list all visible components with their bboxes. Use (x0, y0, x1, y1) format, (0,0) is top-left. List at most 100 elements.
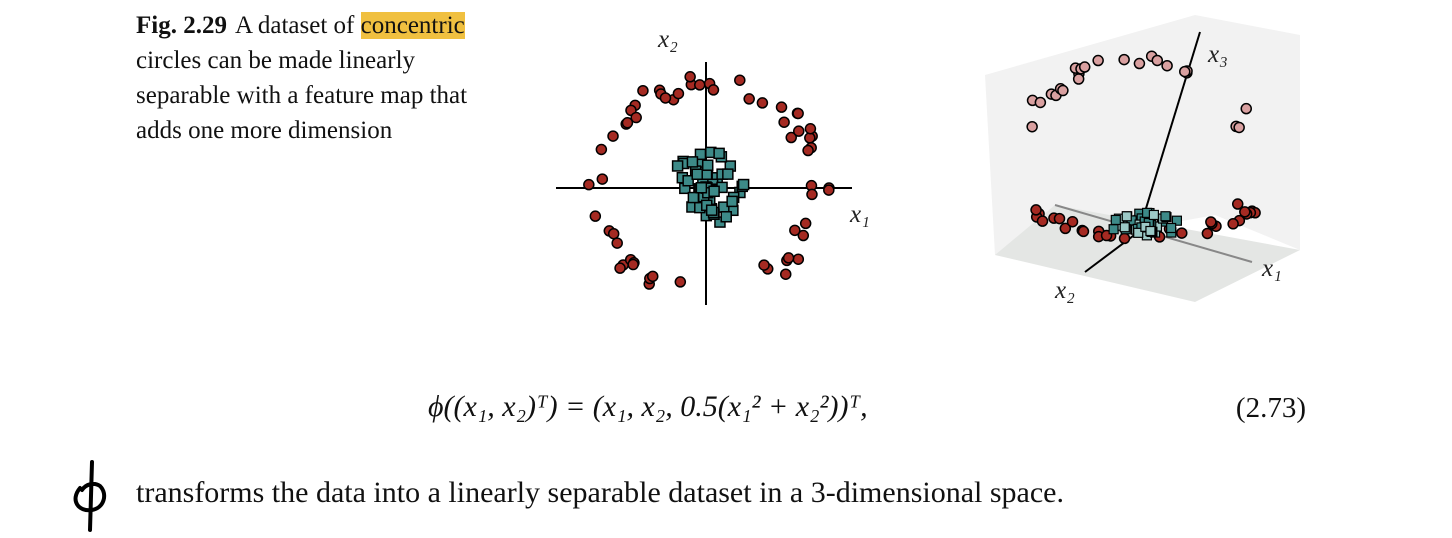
point (1231, 198, 1244, 210)
point (1118, 53, 1130, 66)
axis-label: x₁ (849, 201, 870, 228)
point (701, 159, 714, 171)
point (1161, 59, 1173, 72)
point (630, 111, 642, 124)
point (1166, 222, 1177, 234)
axis (1139, 31, 1201, 229)
handwritten-phi (73, 460, 107, 532)
point (1240, 102, 1252, 115)
point (1145, 225, 1156, 237)
point (1121, 211, 1132, 222)
point (686, 156, 699, 168)
highlighted-word: concentric (360, 12, 465, 39)
point (614, 262, 626, 274)
point (1233, 121, 1245, 134)
point (713, 147, 725, 160)
equation-number: (2.73) (1235, 392, 1306, 424)
point (802, 144, 814, 157)
point (792, 107, 804, 120)
point (1119, 222, 1130, 233)
pane (995, 205, 1300, 302)
point (674, 276, 687, 288)
point (627, 258, 639, 271)
point (804, 122, 817, 135)
point (1026, 120, 1038, 133)
figure-caption: Fig. 2.29 A dataset of concentric circles… (136, 8, 498, 148)
point (797, 229, 810, 242)
axis-label: x₂ (1054, 277, 1075, 304)
point (1108, 224, 1119, 235)
point (707, 84, 720, 96)
point (695, 181, 708, 194)
point (1092, 54, 1104, 67)
point (720, 211, 732, 223)
point (672, 87, 685, 100)
point (1057, 84, 1069, 97)
point (1059, 222, 1072, 235)
point (647, 270, 659, 283)
point (778, 116, 790, 128)
point (1078, 61, 1091, 73)
point (1133, 227, 1144, 238)
caption-text: circles can be made linearly separable w… (136, 47, 468, 144)
point (756, 97, 769, 109)
point (1053, 212, 1066, 225)
axis-label: x₂ (657, 26, 678, 53)
scatter-2d: x₂ x₁ (556, 26, 870, 305)
point (1176, 227, 1188, 239)
point (671, 160, 684, 172)
pane (985, 15, 1300, 255)
point (691, 168, 703, 181)
point (775, 101, 788, 113)
figure-label: Fig. 2.29 (136, 12, 227, 39)
point (743, 93, 755, 105)
point (799, 217, 812, 230)
point (1227, 218, 1239, 230)
point (1201, 227, 1214, 240)
point (687, 191, 700, 204)
scatter-3d: x₃ x₁ x₂ (985, 15, 1300, 304)
point (611, 237, 623, 249)
point (789, 224, 801, 237)
point (792, 125, 805, 137)
point (1239, 206, 1251, 218)
point (682, 174, 694, 187)
point (684, 71, 696, 83)
point (722, 168, 734, 180)
point (589, 210, 602, 222)
point (792, 253, 805, 265)
point (1205, 216, 1217, 228)
point (1133, 57, 1146, 70)
point (1066, 215, 1079, 228)
point (596, 173, 609, 185)
point (607, 227, 620, 240)
body-text: transforms the data into a linearly sepa… (136, 476, 1064, 509)
point (583, 178, 595, 191)
point (1179, 65, 1191, 78)
point (804, 132, 816, 144)
point (823, 184, 835, 196)
point (1171, 215, 1183, 226)
point (659, 92, 672, 104)
equation: ϕ((x₁, x₂)ᵀ) = (x₁, x₂, 0.5(x₁² + x₂²))ᵀ… (428, 390, 868, 423)
point (1034, 96, 1047, 109)
point (1036, 215, 1049, 227)
point (1030, 204, 1042, 216)
point (758, 259, 770, 271)
point (1118, 232, 1131, 245)
point (607, 130, 619, 142)
point (637, 84, 649, 97)
point (621, 117, 634, 129)
point (782, 252, 795, 264)
point (708, 185, 720, 198)
point (1151, 54, 1164, 67)
point (734, 74, 746, 86)
point (595, 143, 608, 156)
point (1110, 214, 1121, 226)
point (694, 148, 707, 161)
point (737, 178, 750, 191)
caption-text: A dataset of (234, 12, 355, 39)
point (705, 204, 718, 216)
